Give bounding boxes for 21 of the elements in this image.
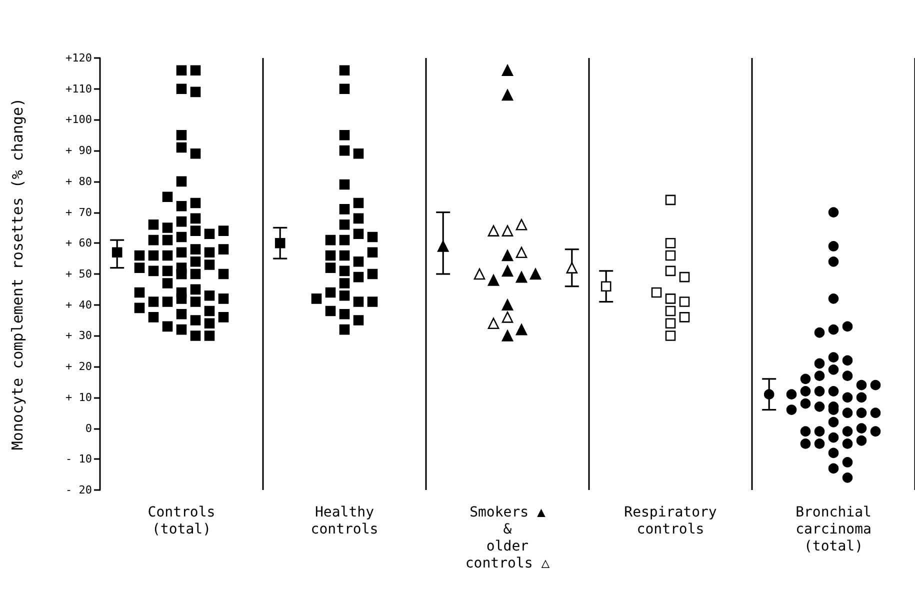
y-axis-title: Monocyte complement rosettes (% change) <box>8 98 26 450</box>
y-tick-label: +100 <box>66 113 92 126</box>
y-tick-label: + 80 <box>66 174 92 188</box>
y-tick-label: + 30 <box>66 329 92 342</box>
y-tick-label: - 20 <box>66 484 92 496</box>
x-tick-label: Controls (total) <box>148 504 216 538</box>
x-tick-label: Respiratory controls <box>624 504 717 538</box>
y-tick-label: + 70 <box>66 206 92 219</box>
y-tick-label: + 60 <box>66 236 92 250</box>
y-tick-label: + 90 <box>66 144 92 158</box>
y-tick-label: + 50 <box>66 268 92 280</box>
y-tick-label: +110 <box>66 82 92 96</box>
y-tick-label: - 10 <box>66 452 92 466</box>
y-tick-label: 0 <box>85 422 92 435</box>
y-tick-label: + 40 <box>66 298 92 312</box>
y-tick-label: + 10 <box>66 390 92 404</box>
x-tick-label: Bronchial carcinoma (total) <box>796 504 872 554</box>
y-tick-label: +120 <box>66 52 92 64</box>
x-tick-label: Smokers ▲ & older controls △ <box>465 504 550 572</box>
x-tick-label: Healthy controls <box>310 504 378 538</box>
y-tick-label: + 20 <box>66 360 92 374</box>
